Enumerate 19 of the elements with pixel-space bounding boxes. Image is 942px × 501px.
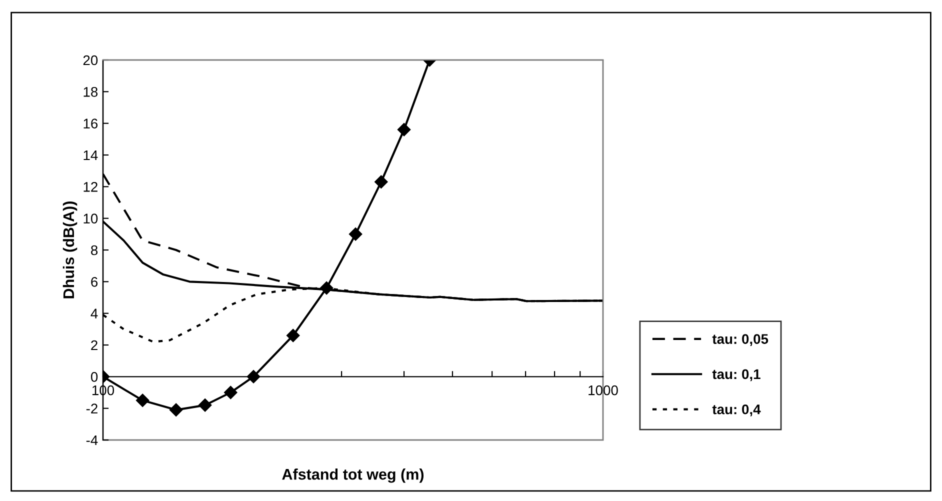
y-tick-label: 2 <box>91 340 98 350</box>
y-tick-label: 4 <box>90 308 98 318</box>
y-tick-label: 20 <box>83 55 98 66</box>
y-tick-label: 14 <box>84 150 98 160</box>
y-tick-label: 0 <box>90 372 98 382</box>
legend-label: tau: 0,4 <box>712 404 761 416</box>
y-tick-label: 8 <box>91 245 98 256</box>
y-tick-label: 18 <box>84 87 98 97</box>
y-tick-label: 16 <box>84 118 98 129</box>
y-tick-label: -2 <box>86 404 98 414</box>
y-tick-label: 10 <box>84 214 98 224</box>
y-axis-title: Dhuis (dB(A)) <box>62 202 78 298</box>
y-tick-label: -4 <box>86 435 98 446</box>
x-tick-label: 1000 <box>588 385 618 396</box>
y-tick-label: 6 <box>91 277 98 287</box>
x-axis-title: Afstand tot weg (m) <box>282 468 424 483</box>
legend-label: tau: 0,05 <box>712 334 768 346</box>
y-tick-label: 12 <box>84 182 98 192</box>
legend-label: tau: 0,1 <box>712 369 760 382</box>
